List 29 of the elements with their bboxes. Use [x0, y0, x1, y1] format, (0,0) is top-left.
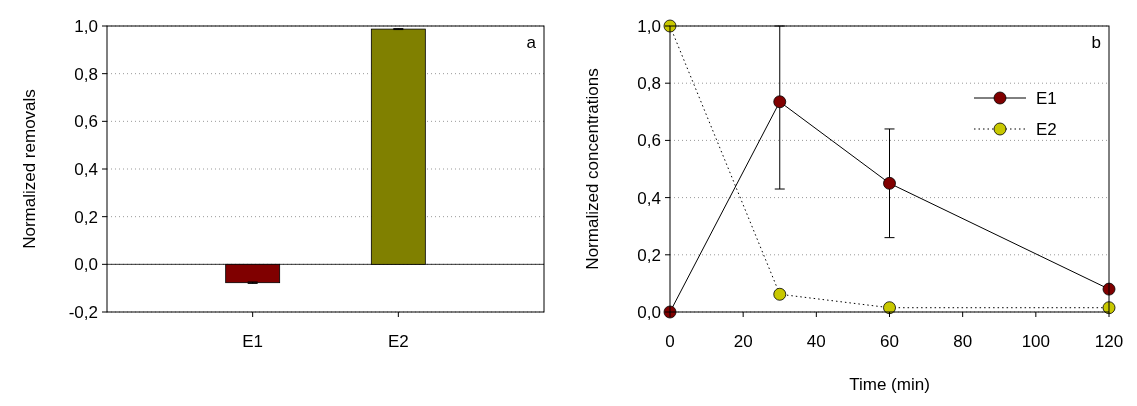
x-tick-label: E2 — [387, 332, 409, 351]
x-axis-title: Time (min) — [849, 375, 930, 394]
x-tick-label: 40 — [806, 332, 826, 351]
legend-label: E1 — [1036, 89, 1057, 108]
x-tick-label: 120 — [1094, 332, 1124, 351]
y-tick-label: 0,8 — [637, 74, 661, 94]
y-tick-label: 0,2 — [637, 245, 661, 265]
y-tick-label: 0,0 — [74, 255, 98, 275]
y-tick-label: -0,2 — [68, 303, 98, 322]
y-tick-label: 0,6 — [74, 112, 98, 132]
y-tick-label: 0,0 — [637, 303, 661, 322]
y-tick-label: 0,2 — [74, 207, 98, 227]
annotation: b — [1091, 33, 1101, 52]
x-tick-label: 60 — [880, 332, 899, 351]
y-tick-label: 1,0 — [637, 17, 661, 36]
x-tick-label: 80 — [953, 332, 973, 351]
legend-label: E2 — [1036, 120, 1057, 139]
y-tick-label: 0,6 — [637, 131, 661, 151]
annotation: a — [526, 33, 537, 52]
x-tick-label: 100 — [1021, 332, 1051, 351]
y-tick-label: 1,0 — [74, 17, 98, 36]
y-tick-label: 0,4 — [74, 160, 98, 179]
y-axis-title: Normalized concentrations — [583, 68, 602, 270]
x-tick-label: 20 — [733, 332, 753, 351]
y-axis-title: Normalized removals — [20, 89, 39, 249]
y-tick-label: 0,4 — [637, 188, 661, 208]
y-tick-label: 0,8 — [74, 64, 98, 84]
x-tick-label: E1 — [242, 332, 264, 351]
x-tick-label: 0 — [665, 332, 675, 351]
